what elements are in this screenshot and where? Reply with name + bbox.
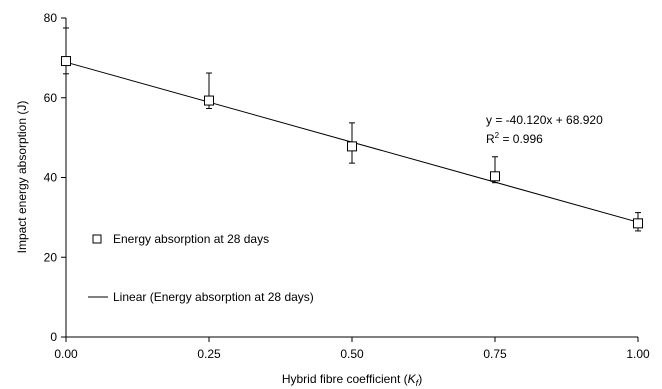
trendline-equation: y = -40.120x + 68.920 [486,113,603,127]
x-tick-label: 1.00 [626,347,650,361]
x-tick-label: 0.25 [197,347,221,361]
y-axis-ticks: 0 20 40 60 80 [44,11,66,344]
x-tick-label: 0.00 [54,347,78,361]
legend: Energy absorption at 28 days Linear (Ene… [88,232,314,304]
data-point [490,171,500,182]
data-point [204,95,214,106]
data-points [61,56,643,229]
error-bars [63,27,641,232]
y-axis-label: Impact energy absorption (J) [15,101,29,254]
x-axis-label: Hybrid fibre coefficient (Kf) [282,372,422,388]
y-tick-label: 60 [44,91,58,105]
y-tick-label: 0 [50,330,57,344]
y-tick-label: 40 [44,171,58,185]
data-point [633,218,643,229]
x-tick-label: 0.50 [340,347,364,361]
x-axis-ticks: 0.00 0.25 0.50 0.75 1.00 [54,337,650,361]
legend-entry-trendline: Linear (Energy absorption at 28 days) [113,290,314,304]
r-squared-symbol: R [486,132,495,146]
legend-entry-data: Energy absorption at 28 days [113,232,269,246]
r-squared-value: = 0.996 [499,132,543,146]
x-tick-label: 0.75 [483,347,507,361]
data-point [61,56,71,67]
x-axis-label-subscript: f [416,378,420,388]
data-point [347,141,357,152]
y-tick-label: 20 [44,250,58,264]
y-tick-label: 80 [44,11,58,25]
x-axis-label-text: Hybrid fibre coefficient [282,372,401,386]
r-squared-exponent: 2 [495,131,500,140]
x-axis-label-symbol: K [408,372,417,386]
r-squared: R2 = 0.996 [486,131,543,146]
legend-marker-square [92,234,102,244]
